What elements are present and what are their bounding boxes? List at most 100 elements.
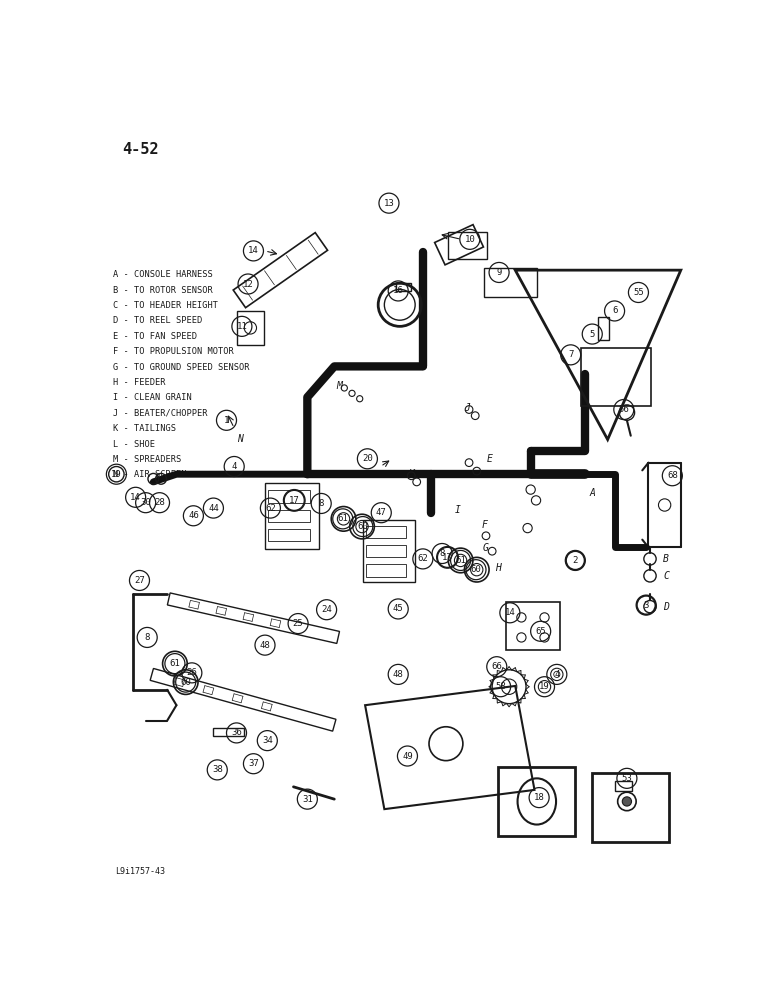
Text: 56: 56 (619, 405, 629, 414)
Text: 10: 10 (464, 235, 475, 244)
Text: 58: 58 (495, 682, 506, 691)
Text: 8: 8 (318, 499, 324, 508)
Text: 9: 9 (496, 268, 502, 277)
Text: G: G (483, 543, 489, 553)
Text: G - TO GROUND SPEED SENSOR: G - TO GROUND SPEED SENSOR (113, 363, 250, 372)
Bar (265, 483, 319, 549)
Bar (366, 564, 406, 577)
Text: H: H (495, 563, 501, 573)
Text: 7: 7 (568, 350, 573, 359)
Text: 45: 45 (393, 604, 403, 613)
Text: 49: 49 (402, 752, 413, 761)
Text: 47: 47 (376, 508, 387, 517)
Text: 60: 60 (180, 678, 191, 687)
Bar (236, 311, 264, 345)
Text: 4: 4 (232, 462, 237, 471)
Bar (615, 781, 633, 791)
Text: 13: 13 (384, 199, 395, 208)
Text: F - TO PROPULSION MOTOR: F - TO PROPULSION MOTOR (113, 347, 234, 356)
Text: 14: 14 (130, 493, 141, 502)
Text: 31: 31 (302, 795, 313, 804)
Bar (448, 232, 487, 259)
Text: 37: 37 (248, 759, 259, 768)
Text: 2: 2 (573, 556, 578, 565)
Text: F: F (481, 520, 488, 530)
Text: J - BEATER/CHOPPER: J - BEATER/CHOPPER (113, 409, 207, 418)
Text: 26: 26 (186, 668, 197, 677)
Bar (506, 602, 560, 650)
Text: 3: 3 (644, 601, 649, 610)
Text: 18: 18 (534, 793, 544, 802)
Text: 30: 30 (140, 498, 151, 507)
Text: B - TO ROTOR SENSOR: B - TO ROTOR SENSOR (113, 286, 213, 295)
Text: 4: 4 (554, 670, 559, 679)
Text: 44: 44 (208, 504, 218, 513)
Text: 61: 61 (456, 556, 466, 565)
Text: 19: 19 (539, 682, 550, 691)
Text: 38: 38 (212, 765, 222, 774)
Text: 28: 28 (154, 498, 165, 507)
Text: H - FEEDER: H - FEEDER (113, 378, 166, 387)
Text: 60: 60 (470, 565, 481, 574)
Text: J: J (465, 403, 470, 413)
Bar (268, 529, 310, 541)
Bar (498, 767, 576, 836)
Text: 62: 62 (417, 554, 428, 563)
Text: 55: 55 (633, 288, 643, 297)
Text: A: A (590, 488, 595, 498)
Text: 4-52: 4-52 (122, 142, 159, 157)
Text: 53: 53 (622, 774, 633, 783)
Bar (268, 490, 310, 503)
Text: 61: 61 (169, 659, 180, 668)
Bar (363, 520, 415, 582)
Text: 17: 17 (289, 496, 300, 505)
Text: A - CONSOLE HARNESS: A - CONSOLE HARNESS (113, 270, 213, 279)
Bar (396, 283, 411, 291)
Text: N: N (236, 434, 243, 444)
Text: 68: 68 (667, 471, 678, 480)
Text: C - TO HEADER HEIGHT: C - TO HEADER HEIGHT (113, 301, 218, 310)
Text: 8: 8 (439, 549, 445, 558)
Text: D: D (663, 602, 669, 612)
Bar (366, 526, 406, 538)
Text: L9i1757-43: L9i1757-43 (115, 867, 165, 876)
Text: 14: 14 (248, 246, 259, 255)
Text: K - TAILINGS: K - TAILINGS (113, 424, 176, 433)
Bar (598, 317, 609, 340)
Text: 62: 62 (265, 504, 276, 513)
Text: 20: 20 (362, 454, 373, 463)
Text: 34: 34 (262, 736, 273, 745)
Text: 27: 27 (134, 576, 145, 585)
Text: 36: 36 (231, 728, 242, 737)
Text: 60: 60 (357, 522, 368, 531)
Text: I: I (455, 505, 460, 515)
Text: 8: 8 (144, 633, 150, 642)
Circle shape (622, 797, 632, 806)
Bar (484, 268, 537, 297)
Text: M: M (337, 381, 342, 391)
Text: 16: 16 (393, 286, 403, 295)
Text: D - TO REEL SPEED: D - TO REEL SPEED (113, 316, 203, 325)
Bar (214, 728, 244, 736)
Text: L - SHOE: L - SHOE (113, 440, 155, 449)
Text: 46: 46 (188, 511, 199, 520)
Text: I - CLEAN GRAIN: I - CLEAN GRAIN (113, 393, 192, 402)
Text: 17: 17 (442, 553, 453, 562)
Text: 12: 12 (243, 280, 254, 289)
Text: 66: 66 (491, 662, 502, 671)
Text: 11: 11 (236, 322, 247, 331)
Text: 25: 25 (292, 619, 303, 628)
Bar (581, 348, 651, 406)
Text: N - AIR SCREEN: N - AIR SCREEN (113, 470, 187, 479)
Text: 1: 1 (224, 416, 229, 425)
Text: C: C (663, 571, 669, 581)
Text: 48: 48 (260, 641, 271, 650)
Bar (366, 545, 406, 557)
Text: 19: 19 (111, 470, 122, 479)
Bar (268, 510, 310, 522)
Text: 48: 48 (393, 670, 403, 679)
Text: B: B (663, 554, 669, 564)
Text: 65: 65 (535, 627, 546, 636)
Text: 61: 61 (338, 514, 348, 523)
Text: E: E (487, 454, 493, 464)
